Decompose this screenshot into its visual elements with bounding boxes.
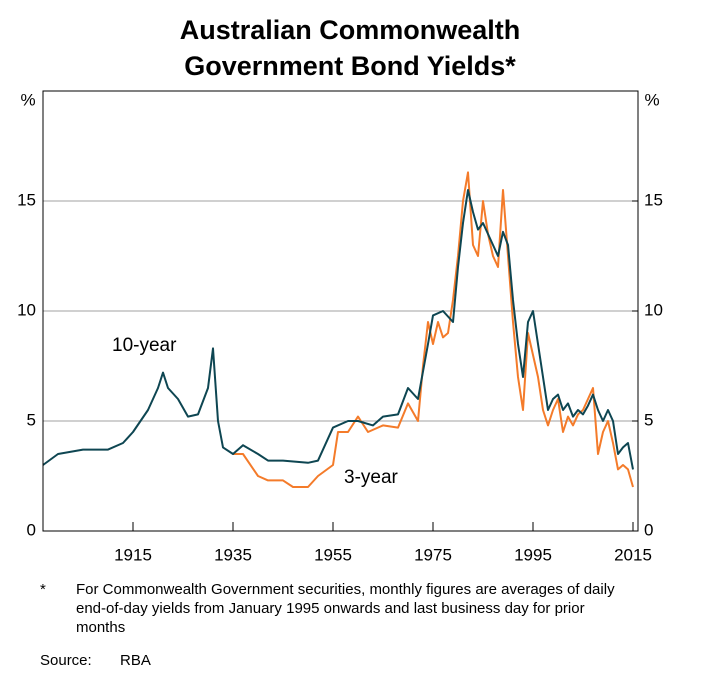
series-label: 3-year xyxy=(344,467,399,488)
source-text: RBA xyxy=(120,652,151,669)
y-tick-label: 10 xyxy=(17,300,36,319)
x-tick-label: 1935 xyxy=(214,545,252,564)
x-tick-label: 1915 xyxy=(114,545,152,564)
plot-frame xyxy=(42,90,639,532)
footnote-marker: * xyxy=(40,581,46,598)
x-tick-label: 1955 xyxy=(314,545,352,564)
series-label: 10-year xyxy=(112,335,177,356)
y2-tick-label: 5 xyxy=(644,410,653,429)
footnote-text: For Commonwealth Government securities, … xyxy=(76,581,615,636)
x-tick-label: 1975 xyxy=(414,545,452,564)
series-line xyxy=(42,189,634,470)
footnote: * For Commonwealth Government securities… xyxy=(40,580,640,637)
y2-axis-label: % xyxy=(644,90,659,109)
y-tick-label: 15 xyxy=(17,190,36,209)
source-label: Source: xyxy=(40,652,92,669)
y-tick-label: 5 xyxy=(27,410,36,429)
x-tick-label: 1995 xyxy=(514,545,552,564)
y-tick-label: 0 xyxy=(27,520,36,539)
source: Source: RBA xyxy=(40,652,151,669)
y2-tick-label: 10 xyxy=(644,300,663,319)
series-line xyxy=(233,171,634,488)
y2-tick-label: 0 xyxy=(644,520,653,539)
x-tick-label: 2015 xyxy=(614,545,652,564)
y-axis-label: % xyxy=(20,90,35,109)
chart-title: Australian Commonwealth Government Bond … xyxy=(179,15,521,81)
y2-tick-label: 15 xyxy=(644,190,663,209)
